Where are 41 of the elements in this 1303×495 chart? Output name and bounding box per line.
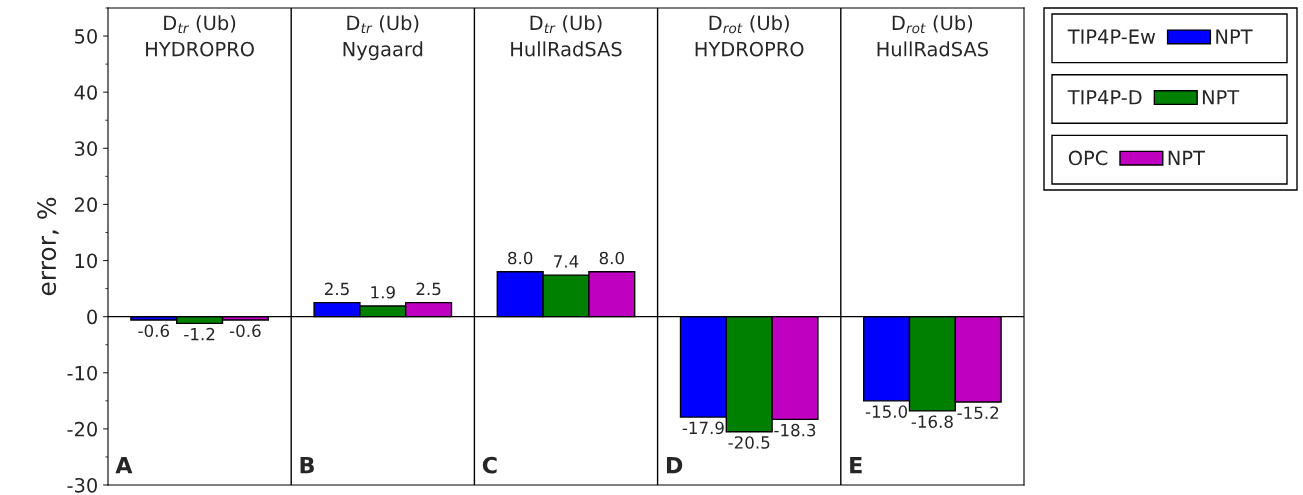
data-label: -0.6 bbox=[138, 324, 170, 338]
y-tick-label: -30 bbox=[67, 477, 97, 493]
legend-label: TIP4P-Ew bbox=[1067, 29, 1156, 44]
data-label: 1.9 bbox=[371, 285, 395, 299]
legend-title: NPT bbox=[1168, 150, 1205, 166]
y-tick-label: 0 bbox=[87, 309, 97, 325]
x-tick-label: D$_{tr}$ (Ub) HullRadSAS bbox=[511, 15, 622, 57]
annotation: C bbox=[482, 456, 497, 474]
y-tick-label: -20 bbox=[67, 421, 97, 437]
annotation: D bbox=[666, 457, 683, 474]
annotation: B bbox=[300, 457, 314, 474]
data-label: -0.6 bbox=[229, 324, 261, 338]
x-tick-label: D$_{rot}$ (Ub) HYDROPRO bbox=[695, 15, 804, 57]
y-tick-label: 10 bbox=[75, 253, 97, 269]
y-tick-label: 20 bbox=[74, 197, 97, 213]
data-label: 2.5 bbox=[324, 282, 349, 296]
annotation: A bbox=[115, 457, 133, 474]
x-tick-label: D$_{tr}$ (Ub) HYDROPRO bbox=[146, 15, 254, 57]
data-label: 8.0 bbox=[508, 251, 533, 265]
legend-label: TIP4P-D bbox=[1067, 90, 1142, 105]
y-axis-title: error, % bbox=[37, 197, 59, 296]
y-tick-label: -10 bbox=[67, 365, 97, 381]
data-label: -1.2 bbox=[184, 327, 215, 341]
data-label: -15.2 bbox=[957, 406, 999, 420]
y-tick-label: 50 bbox=[75, 29, 97, 44]
data-label: -18.3 bbox=[774, 423, 816, 437]
y-tick-label: 30 bbox=[75, 141, 97, 156]
data-label: 7.4 bbox=[554, 255, 579, 268]
annotation: E bbox=[850, 457, 862, 474]
legend-label: OPC bbox=[1068, 150, 1108, 166]
x-tick-label: D$_{rot}$ (Ub) HullRadSAS bbox=[877, 15, 989, 57]
data-label: 8.0 bbox=[599, 251, 624, 265]
y-tick-label: 40 bbox=[74, 85, 97, 100]
x-tick-label: D$_{tr}$ (Ub) Nygaard bbox=[343, 15, 423, 61]
data-label: -15.0 bbox=[865, 405, 908, 418]
text: NPT bbox=[1202, 90, 1240, 105]
data-label: -17.9 bbox=[682, 421, 724, 435]
data-label: 2.5 bbox=[416, 282, 441, 296]
data-label: -16.8 bbox=[911, 415, 953, 428]
data-label: -20.5 bbox=[728, 436, 770, 449]
text: NPT bbox=[1216, 29, 1253, 44]
